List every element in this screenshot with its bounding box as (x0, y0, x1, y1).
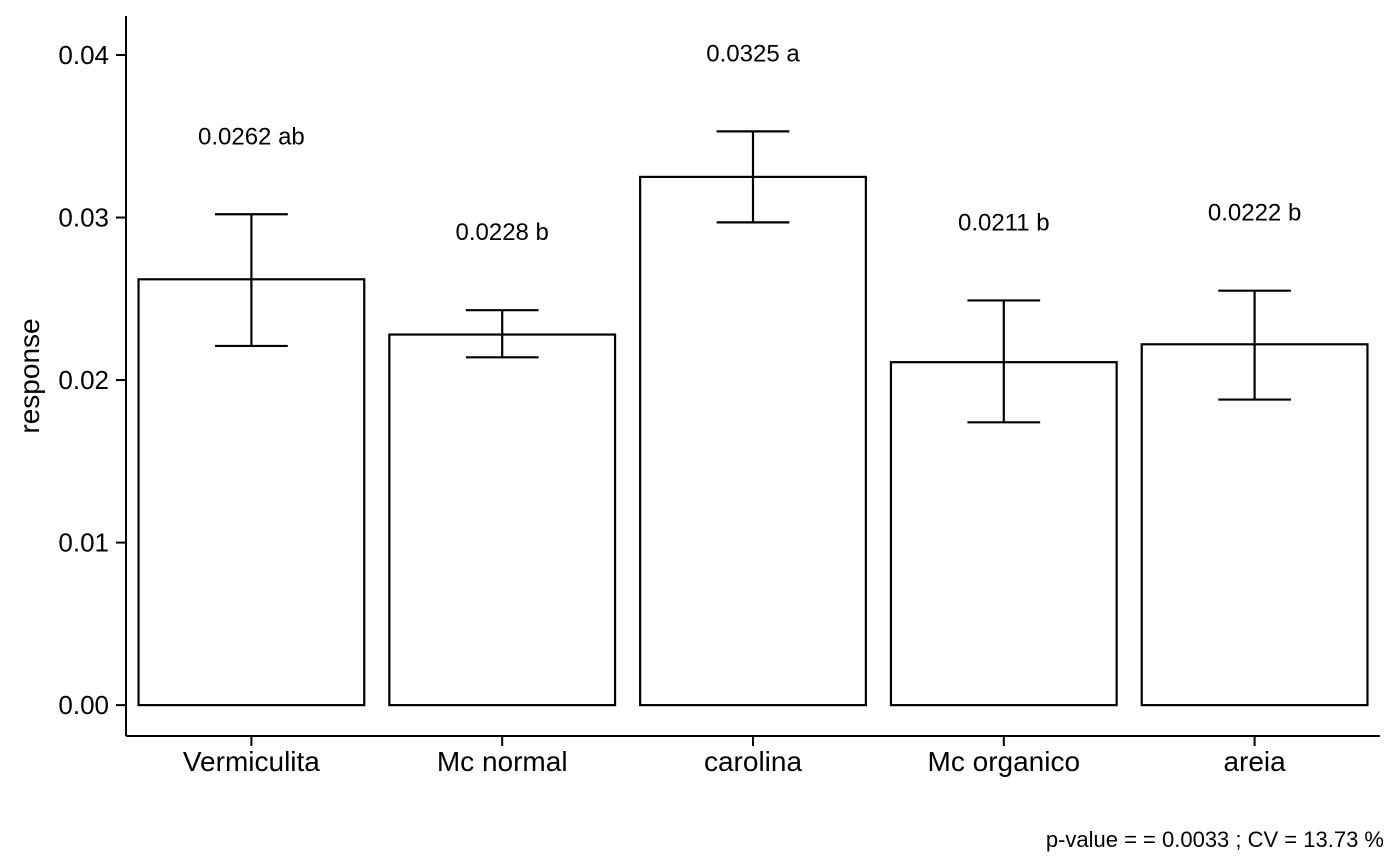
chart-caption: p-value = = 0.0033 ; CV = 13.73 % (1046, 827, 1384, 852)
bar-2 (388, 333, 617, 707)
x-tick-label-1: Vermiculita (183, 746, 320, 777)
plot-area: 0.0262 ab 0.0228 b 0.0325 a 0.0211 b 0.0222 … (137, 40, 1369, 707)
y-tick-label-3: 0.02 (58, 365, 109, 395)
y-tick-label-1: 0.00 (58, 690, 109, 720)
x-tick-label-2: Mc normal (437, 746, 568, 777)
y-tick-label-4: 0.03 (58, 203, 109, 233)
bar-value-label-4: 0.0211 b (958, 209, 1050, 236)
y-axis-title: response (14, 318, 45, 433)
bar-value-label-3: 0.0325 a (706, 40, 800, 67)
bar-value-label-5: 0.0222 b (1208, 200, 1301, 227)
bar-value-label-2: 0.0228 b (455, 219, 548, 246)
x-tick-label-5: areia (1223, 746, 1286, 777)
chart-labels: response p-value = = 0.0033 ; CV = 13.73… (14, 318, 1384, 852)
y-tick-label-5: 0.04 (58, 40, 109, 70)
axes: Vermiculita Mc normal carolina Mc organico a… (58, 16, 1380, 777)
x-tick-label-4: Mc organico (928, 746, 1081, 777)
x-tick-label-3: carolina (704, 746, 802, 777)
bar-value-label-1: 0.0262 ab (198, 123, 305, 150)
bar-3 (639, 175, 867, 707)
y-tick-label-2: 0.01 (58, 528, 109, 558)
